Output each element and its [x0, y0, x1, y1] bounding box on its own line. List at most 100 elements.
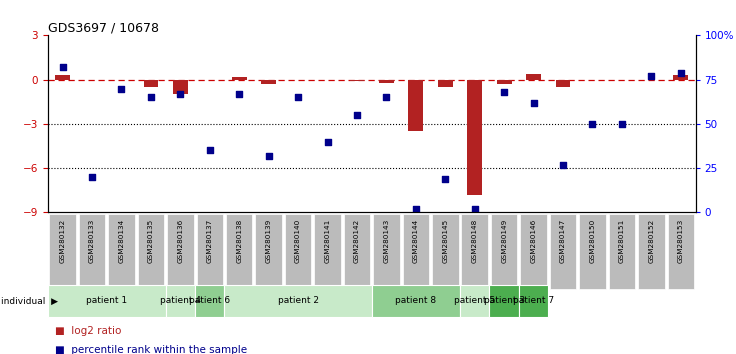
Point	[616, 121, 628, 127]
FancyBboxPatch shape	[197, 214, 223, 289]
FancyBboxPatch shape	[314, 214, 341, 289]
Text: GSM280143: GSM280143	[383, 219, 389, 263]
FancyBboxPatch shape	[166, 285, 195, 317]
Point	[86, 174, 98, 180]
Bar	[673, 75, 688, 80]
FancyBboxPatch shape	[489, 285, 519, 317]
Point	[675, 70, 687, 75]
FancyBboxPatch shape	[373, 214, 400, 289]
Bar	[408, 80, 423, 131]
FancyBboxPatch shape	[49, 214, 76, 289]
Text: patient 4: patient 4	[160, 296, 201, 306]
Point	[233, 91, 245, 97]
Text: patient 5: patient 5	[454, 296, 495, 306]
Bar	[232, 78, 247, 80]
FancyBboxPatch shape	[138, 214, 164, 289]
Bar	[173, 80, 188, 95]
FancyBboxPatch shape	[461, 214, 488, 289]
FancyBboxPatch shape	[344, 214, 370, 289]
Point	[145, 95, 157, 100]
FancyBboxPatch shape	[520, 214, 547, 289]
FancyBboxPatch shape	[638, 214, 665, 289]
Text: GSM280134: GSM280134	[118, 219, 124, 263]
Text: GSM280137: GSM280137	[207, 219, 213, 263]
FancyBboxPatch shape	[460, 285, 489, 317]
Bar	[55, 75, 70, 80]
Point	[439, 176, 451, 182]
FancyBboxPatch shape	[226, 214, 252, 289]
Text: GSM280135: GSM280135	[148, 219, 154, 263]
Bar	[261, 80, 276, 84]
Text: GSM280145: GSM280145	[442, 219, 448, 263]
Bar	[379, 80, 394, 83]
FancyBboxPatch shape	[668, 214, 694, 289]
Point	[292, 95, 304, 100]
Point	[204, 148, 216, 153]
Text: GDS3697 / 10678: GDS3697 / 10678	[48, 21, 159, 34]
Bar	[497, 80, 512, 84]
Text: patient 2: patient 2	[277, 296, 319, 306]
Text: GSM280142: GSM280142	[354, 219, 360, 263]
FancyBboxPatch shape	[550, 214, 576, 289]
Point	[263, 153, 275, 159]
FancyBboxPatch shape	[48, 285, 166, 317]
FancyBboxPatch shape	[285, 214, 311, 289]
Text: GSM280144: GSM280144	[413, 219, 419, 263]
Text: GSM280149: GSM280149	[501, 219, 507, 263]
FancyBboxPatch shape	[79, 214, 105, 289]
FancyBboxPatch shape	[609, 214, 635, 289]
Text: GSM280150: GSM280150	[590, 219, 595, 263]
Text: GSM280141: GSM280141	[325, 219, 330, 263]
Point	[174, 91, 186, 97]
Text: ■  log2 ratio: ■ log2 ratio	[55, 326, 121, 336]
Point	[351, 112, 363, 118]
FancyBboxPatch shape	[255, 214, 282, 289]
FancyBboxPatch shape	[579, 214, 606, 289]
Point	[469, 206, 481, 212]
Text: GSM280138: GSM280138	[236, 219, 242, 263]
Point	[410, 206, 422, 212]
FancyBboxPatch shape	[403, 214, 429, 289]
FancyBboxPatch shape	[372, 285, 460, 317]
Point	[587, 121, 598, 127]
Text: patient 1: patient 1	[86, 296, 127, 306]
Point	[498, 89, 510, 95]
Point	[116, 86, 127, 91]
FancyBboxPatch shape	[519, 285, 548, 317]
Point	[57, 64, 68, 70]
Point	[381, 95, 392, 100]
Bar	[144, 80, 158, 87]
FancyBboxPatch shape	[491, 214, 517, 289]
FancyBboxPatch shape	[195, 285, 224, 317]
Bar	[438, 80, 453, 87]
Text: GSM280146: GSM280146	[531, 219, 537, 263]
FancyBboxPatch shape	[432, 214, 459, 289]
Bar	[350, 80, 364, 81]
Text: GSM280148: GSM280148	[472, 219, 478, 263]
Text: patient 7: patient 7	[513, 296, 554, 306]
Text: patient 8: patient 8	[395, 296, 436, 306]
Text: GSM280140: GSM280140	[295, 219, 301, 263]
Text: GSM280133: GSM280133	[89, 219, 95, 263]
Text: individual  ▶: individual ▶	[1, 296, 57, 306]
FancyBboxPatch shape	[167, 214, 194, 289]
Point	[528, 100, 539, 105]
Text: GSM280136: GSM280136	[177, 219, 183, 263]
Text: ■  percentile rank within the sample: ■ percentile rank within the sample	[55, 346, 247, 354]
Point	[322, 139, 333, 144]
Bar	[526, 74, 541, 80]
Text: GSM280139: GSM280139	[266, 219, 272, 263]
Text: GSM280151: GSM280151	[619, 219, 625, 263]
Text: patient 3: patient 3	[484, 296, 525, 306]
FancyBboxPatch shape	[108, 214, 135, 289]
Bar	[556, 80, 570, 87]
Text: GSM280147: GSM280147	[560, 219, 566, 263]
Point	[557, 162, 569, 167]
Text: GSM280132: GSM280132	[60, 219, 66, 263]
Text: patient 6: patient 6	[189, 296, 230, 306]
Point	[645, 73, 657, 79]
Bar	[467, 80, 482, 195]
FancyBboxPatch shape	[224, 285, 372, 317]
Text: GSM280153: GSM280153	[678, 219, 684, 263]
Text: GSM280152: GSM280152	[648, 219, 654, 263]
